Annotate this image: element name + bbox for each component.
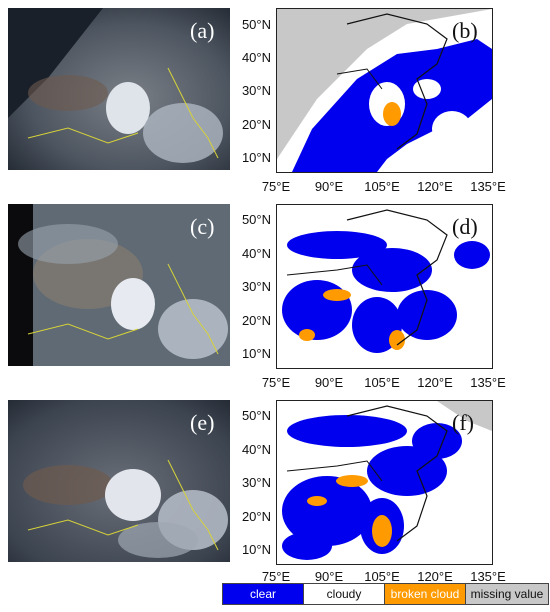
y-tick-20n: 20°N	[241, 117, 271, 132]
x-tick-105e: 105°E	[364, 569, 400, 584]
x-tick-75e: 75°E	[261, 375, 291, 390]
x-tick-75e: 75°E	[261, 569, 291, 584]
x-tick-120e: 120°E	[417, 179, 453, 194]
panel-label-d: (d)	[452, 214, 478, 239]
legend-clear: clear	[222, 583, 304, 605]
x-tick-105e: 105°E	[364, 179, 400, 194]
x-tick-135e: 135°E	[470, 375, 506, 390]
cloud-map-b	[276, 8, 493, 173]
x-tick-90e: 90°E	[314, 569, 344, 584]
x-tick-135e: 135°E	[470, 569, 506, 584]
y-tick-30n: 30°N	[241, 279, 271, 294]
cloud-map-d	[276, 204, 493, 369]
x-tick-135e: 135°E	[470, 179, 506, 194]
x-tick-75e: 75°E	[261, 179, 291, 194]
panel-label-a: (a)	[190, 18, 215, 43]
panel-label-c: (c)	[190, 214, 215, 239]
legend-broken-cloud: broken cloud	[384, 583, 466, 605]
y-tick-20n: 20°N	[241, 509, 271, 524]
panel-label-e: (e)	[190, 410, 215, 435]
y-tick-50n: 50°N	[241, 17, 271, 32]
legend: clear cloudy broken cloud missing value	[222, 583, 549, 605]
legend-cloudy: cloudy	[303, 583, 385, 605]
y-tick-40n: 40°N	[241, 442, 271, 457]
x-tick-90e: 90°E	[314, 375, 344, 390]
y-tick-50n: 50°N	[241, 408, 271, 423]
x-tick-120e: 120°E	[417, 375, 453, 390]
y-tick-10n: 10°N	[241, 150, 271, 165]
y-tick-40n: 40°N	[241, 50, 271, 65]
y-tick-50n: 50°N	[241, 212, 271, 227]
cloud-map-f	[276, 400, 493, 565]
y-tick-30n: 30°N	[241, 83, 271, 98]
panel-label-b: (b)	[452, 18, 478, 43]
y-tick-30n: 30°N	[241, 475, 271, 490]
satellite-image-c	[8, 204, 230, 366]
satellite-image-e	[8, 400, 230, 562]
y-tick-20n: 20°N	[241, 313, 271, 328]
y-tick-40n: 40°N	[241, 246, 271, 261]
y-tick-10n: 10°N	[241, 542, 271, 557]
legend-missing-value: missing value	[465, 583, 549, 605]
panel-label-f: (f)	[452, 410, 474, 435]
x-tick-105e: 105°E	[364, 375, 400, 390]
x-tick-120e: 120°E	[417, 569, 453, 584]
satellite-image-a	[8, 8, 230, 170]
x-tick-90e: 90°E	[314, 179, 344, 194]
y-tick-10n: 10°N	[241, 346, 271, 361]
